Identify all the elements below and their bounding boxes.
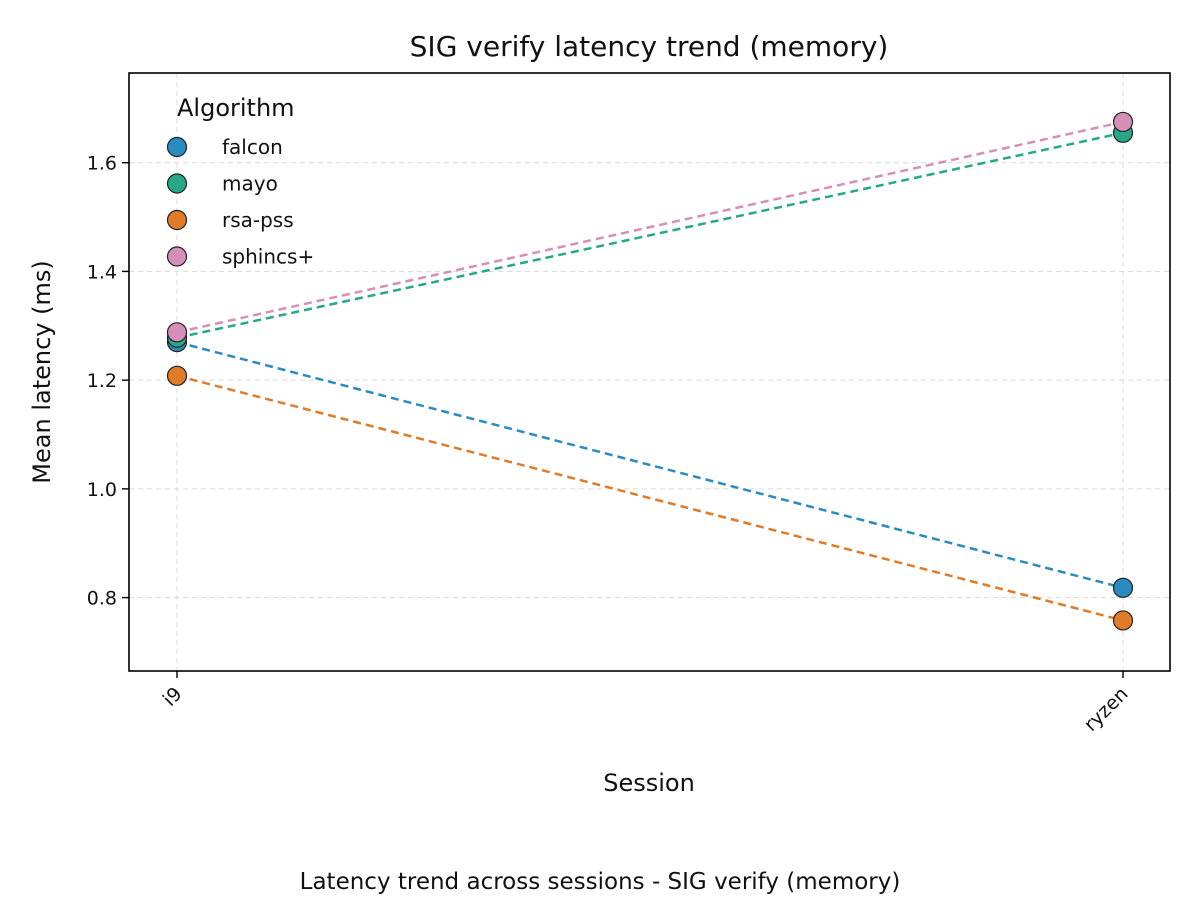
plot-frame	[128, 72, 1171, 672]
data-point-rsa-pss-i9	[166, 365, 188, 386]
data-point-falcon-ryzen	[1112, 577, 1134, 598]
chart-title: SIG verify latency trend (memory)	[410, 30, 889, 63]
data-point-sphincs+-i9	[166, 322, 188, 343]
legend-marker-mayo	[166, 173, 188, 194]
y-tick-label: 0.8	[87, 588, 117, 610]
y-tick-label: 1.6	[87, 153, 117, 175]
legend-marker-rsa-pss	[166, 209, 188, 231]
x-axis-label: Session	[603, 769, 695, 797]
grid-layer	[129, 73, 1170, 671]
series-line-rsa-pss	[176, 374, 1124, 622]
data-point-rsa-pss-ryzen	[1112, 610, 1134, 631]
tick-layer: 0.8 1.0 1.2 1.4 1.6 i9 ryzen	[87, 153, 1133, 736]
legend-marker-falcon	[166, 136, 188, 158]
legend-label-sphincs+: sphincs+	[222, 245, 314, 269]
legend: Algorithm falcon mayo rsa-pss sphincs+	[166, 94, 314, 269]
x-tick-label: ryzen	[1080, 683, 1133, 736]
series-line-falcon	[176, 340, 1124, 590]
x-tick-label: i9	[159, 683, 187, 711]
legend-title: Algorithm	[177, 94, 295, 122]
legend-label-falcon: falcon	[222, 135, 283, 159]
series-line-mayo	[176, 131, 1124, 339]
y-tick-label: 1.2	[87, 370, 117, 392]
chart-caption: Latency trend across sessions - SIG veri…	[300, 869, 901, 895]
series-line-sphincs+	[176, 120, 1124, 334]
y-axis-label: Mean latency (ms)	[28, 260, 56, 483]
data-point-sphincs+-ryzen	[1112, 111, 1134, 133]
y-tick-label: 1.0	[87, 479, 117, 501]
legend-label-mayo: mayo	[222, 172, 278, 196]
legend-marker-sphincs+	[166, 246, 188, 267]
series-layer	[166, 111, 1134, 631]
legend-label-rsa-pss: rsa-pss	[222, 208, 294, 232]
y-tick-label: 1.4	[87, 261, 117, 283]
